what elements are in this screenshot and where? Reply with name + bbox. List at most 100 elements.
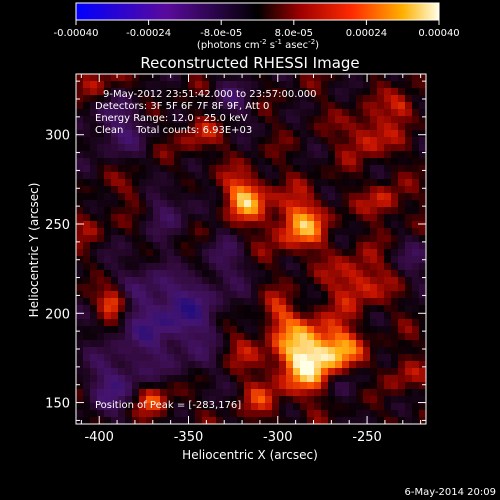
heatmap-cell (244, 312, 252, 320)
heatmap-cell (83, 130, 91, 138)
heatmap-cell (181, 151, 189, 159)
heatmap-cell (419, 403, 427, 411)
heatmap-cell (258, 235, 266, 243)
heatmap-cell (90, 298, 98, 306)
heatmap-cell (258, 81, 266, 89)
heatmap-cell (216, 354, 224, 362)
heatmap-cell (363, 228, 371, 236)
heatmap-cell (377, 81, 385, 89)
heatmap-cell (419, 263, 427, 271)
heatmap-cell (202, 102, 210, 110)
heatmap-cell (307, 417, 315, 425)
heatmap-cell (391, 179, 399, 187)
heatmap-cell (384, 179, 392, 187)
heatmap-cell (111, 298, 119, 306)
heatmap-cell (209, 396, 217, 404)
heatmap-cell (300, 284, 308, 292)
heatmap-cell (216, 270, 224, 278)
heatmap-cell (300, 305, 308, 313)
heatmap-cell (104, 221, 112, 229)
heatmap-cell (76, 221, 84, 229)
heatmap-cell (398, 109, 406, 117)
heatmap-cell (195, 102, 203, 110)
heatmap-cell (139, 137, 147, 145)
heatmap-cell (328, 312, 336, 320)
heatmap-cell (251, 116, 259, 124)
heatmap-cell (181, 417, 189, 425)
heatmap-cell (419, 333, 427, 341)
heatmap-cell (125, 200, 133, 208)
heatmap-cell (363, 130, 371, 138)
heatmap-cell (90, 354, 98, 362)
heatmap-cell (377, 207, 385, 215)
y-axis-tick-label: 150 (45, 397, 70, 412)
heatmap-cell (216, 242, 224, 250)
heatmap-cell (251, 403, 259, 411)
heatmap-cell (258, 361, 266, 369)
heatmap-cell (174, 137, 182, 145)
heatmap-cell (244, 137, 252, 145)
heatmap-cell (363, 291, 371, 299)
heatmap-cell (405, 368, 413, 376)
heatmap-cell (377, 354, 385, 362)
heatmap-cell (132, 88, 140, 96)
heatmap-cell (83, 361, 91, 369)
heatmap-cell (321, 382, 329, 390)
heatmap-cell (314, 340, 322, 348)
heatmap-cell (223, 242, 231, 250)
heatmap-cell (97, 235, 105, 243)
heatmap-cell (265, 284, 273, 292)
heatmap-cell (300, 242, 308, 250)
heatmap-cell (265, 193, 273, 201)
heatmap-cell (230, 326, 238, 334)
heatmap-cell (209, 354, 217, 362)
heatmap-cell (391, 137, 399, 145)
heatmap-cell (405, 88, 413, 96)
heatmap-cell (300, 347, 308, 355)
heatmap-cell (356, 249, 364, 257)
heatmap-cell (125, 347, 133, 355)
heatmap-cell (314, 165, 322, 173)
heatmap-cell (300, 417, 308, 425)
heatmap-cell (202, 291, 210, 299)
heatmap-cell (118, 375, 126, 383)
heatmap-cell (104, 396, 112, 404)
heatmap-cell (125, 130, 133, 138)
heatmap-cell (146, 354, 154, 362)
heatmap-cell (342, 354, 350, 362)
heatmap-cell (230, 193, 238, 201)
heatmap-cell (314, 144, 322, 152)
heatmap-cell (321, 389, 329, 397)
heatmap-cell (237, 172, 245, 180)
heatmap-cell (97, 207, 105, 215)
heatmap-cell (174, 179, 182, 187)
heatmap-cell (258, 186, 266, 194)
heatmap-cell (174, 403, 182, 411)
heatmap-cell (139, 277, 147, 285)
heatmap-cell (188, 151, 196, 159)
heatmap-cell (321, 214, 329, 222)
heatmap-cell (265, 165, 273, 173)
heatmap-cell (230, 74, 238, 82)
heatmap-cell (83, 291, 91, 299)
heatmap-cell (398, 221, 406, 229)
heatmap-cell (349, 410, 357, 418)
heatmap-cell (363, 368, 371, 376)
heatmap-cell (209, 123, 217, 131)
heatmap-cell (209, 284, 217, 292)
heatmap-cell (356, 193, 364, 201)
heatmap-cell (265, 207, 273, 215)
heatmap-cell (265, 403, 273, 411)
heatmap-cell (314, 417, 322, 425)
heatmap-image (76, 74, 427, 425)
heatmap-cell (272, 221, 280, 229)
heatmap-cell (293, 249, 301, 257)
heatmap-cell (174, 284, 182, 292)
heatmap-cell (279, 354, 287, 362)
heatmap-cell (244, 298, 252, 306)
heatmap-cell (223, 333, 231, 341)
heatmap-cell (160, 249, 168, 257)
heatmap-cell (244, 263, 252, 271)
heatmap-cell (216, 214, 224, 222)
heatmap-cell (398, 214, 406, 222)
